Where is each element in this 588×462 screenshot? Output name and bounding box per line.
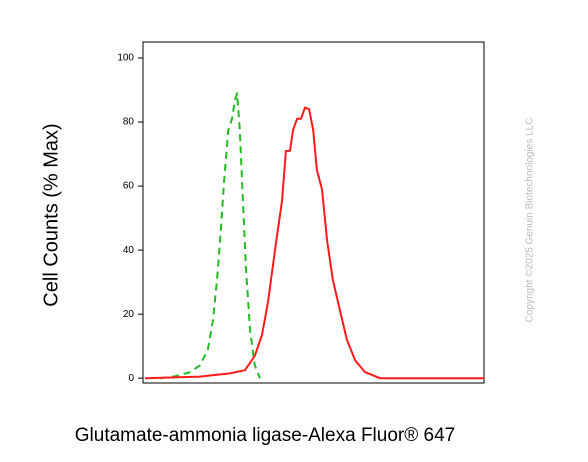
watermark: Copyright ©2025 Genuin Biotechnologies L… (525, 118, 536, 323)
y-tick-label: 0 (128, 373, 134, 384)
plot-frame (142, 41, 485, 384)
y-axis-label: Cell Counts (% Max) (40, 123, 62, 306)
histogram-line (159, 92, 261, 380)
x-axis-label: Glutamate-ammonia ligase-Alexa Fluor® 64… (75, 425, 455, 446)
y-tick-label: 60 (123, 181, 135, 192)
y-tick-label: 100 (117, 53, 134, 64)
y-tick-label: 20 (123, 309, 135, 320)
y-tick-label: 40 (123, 245, 135, 256)
y-tick-label: 80 (123, 117, 135, 128)
histogram-line (144, 106, 484, 380)
